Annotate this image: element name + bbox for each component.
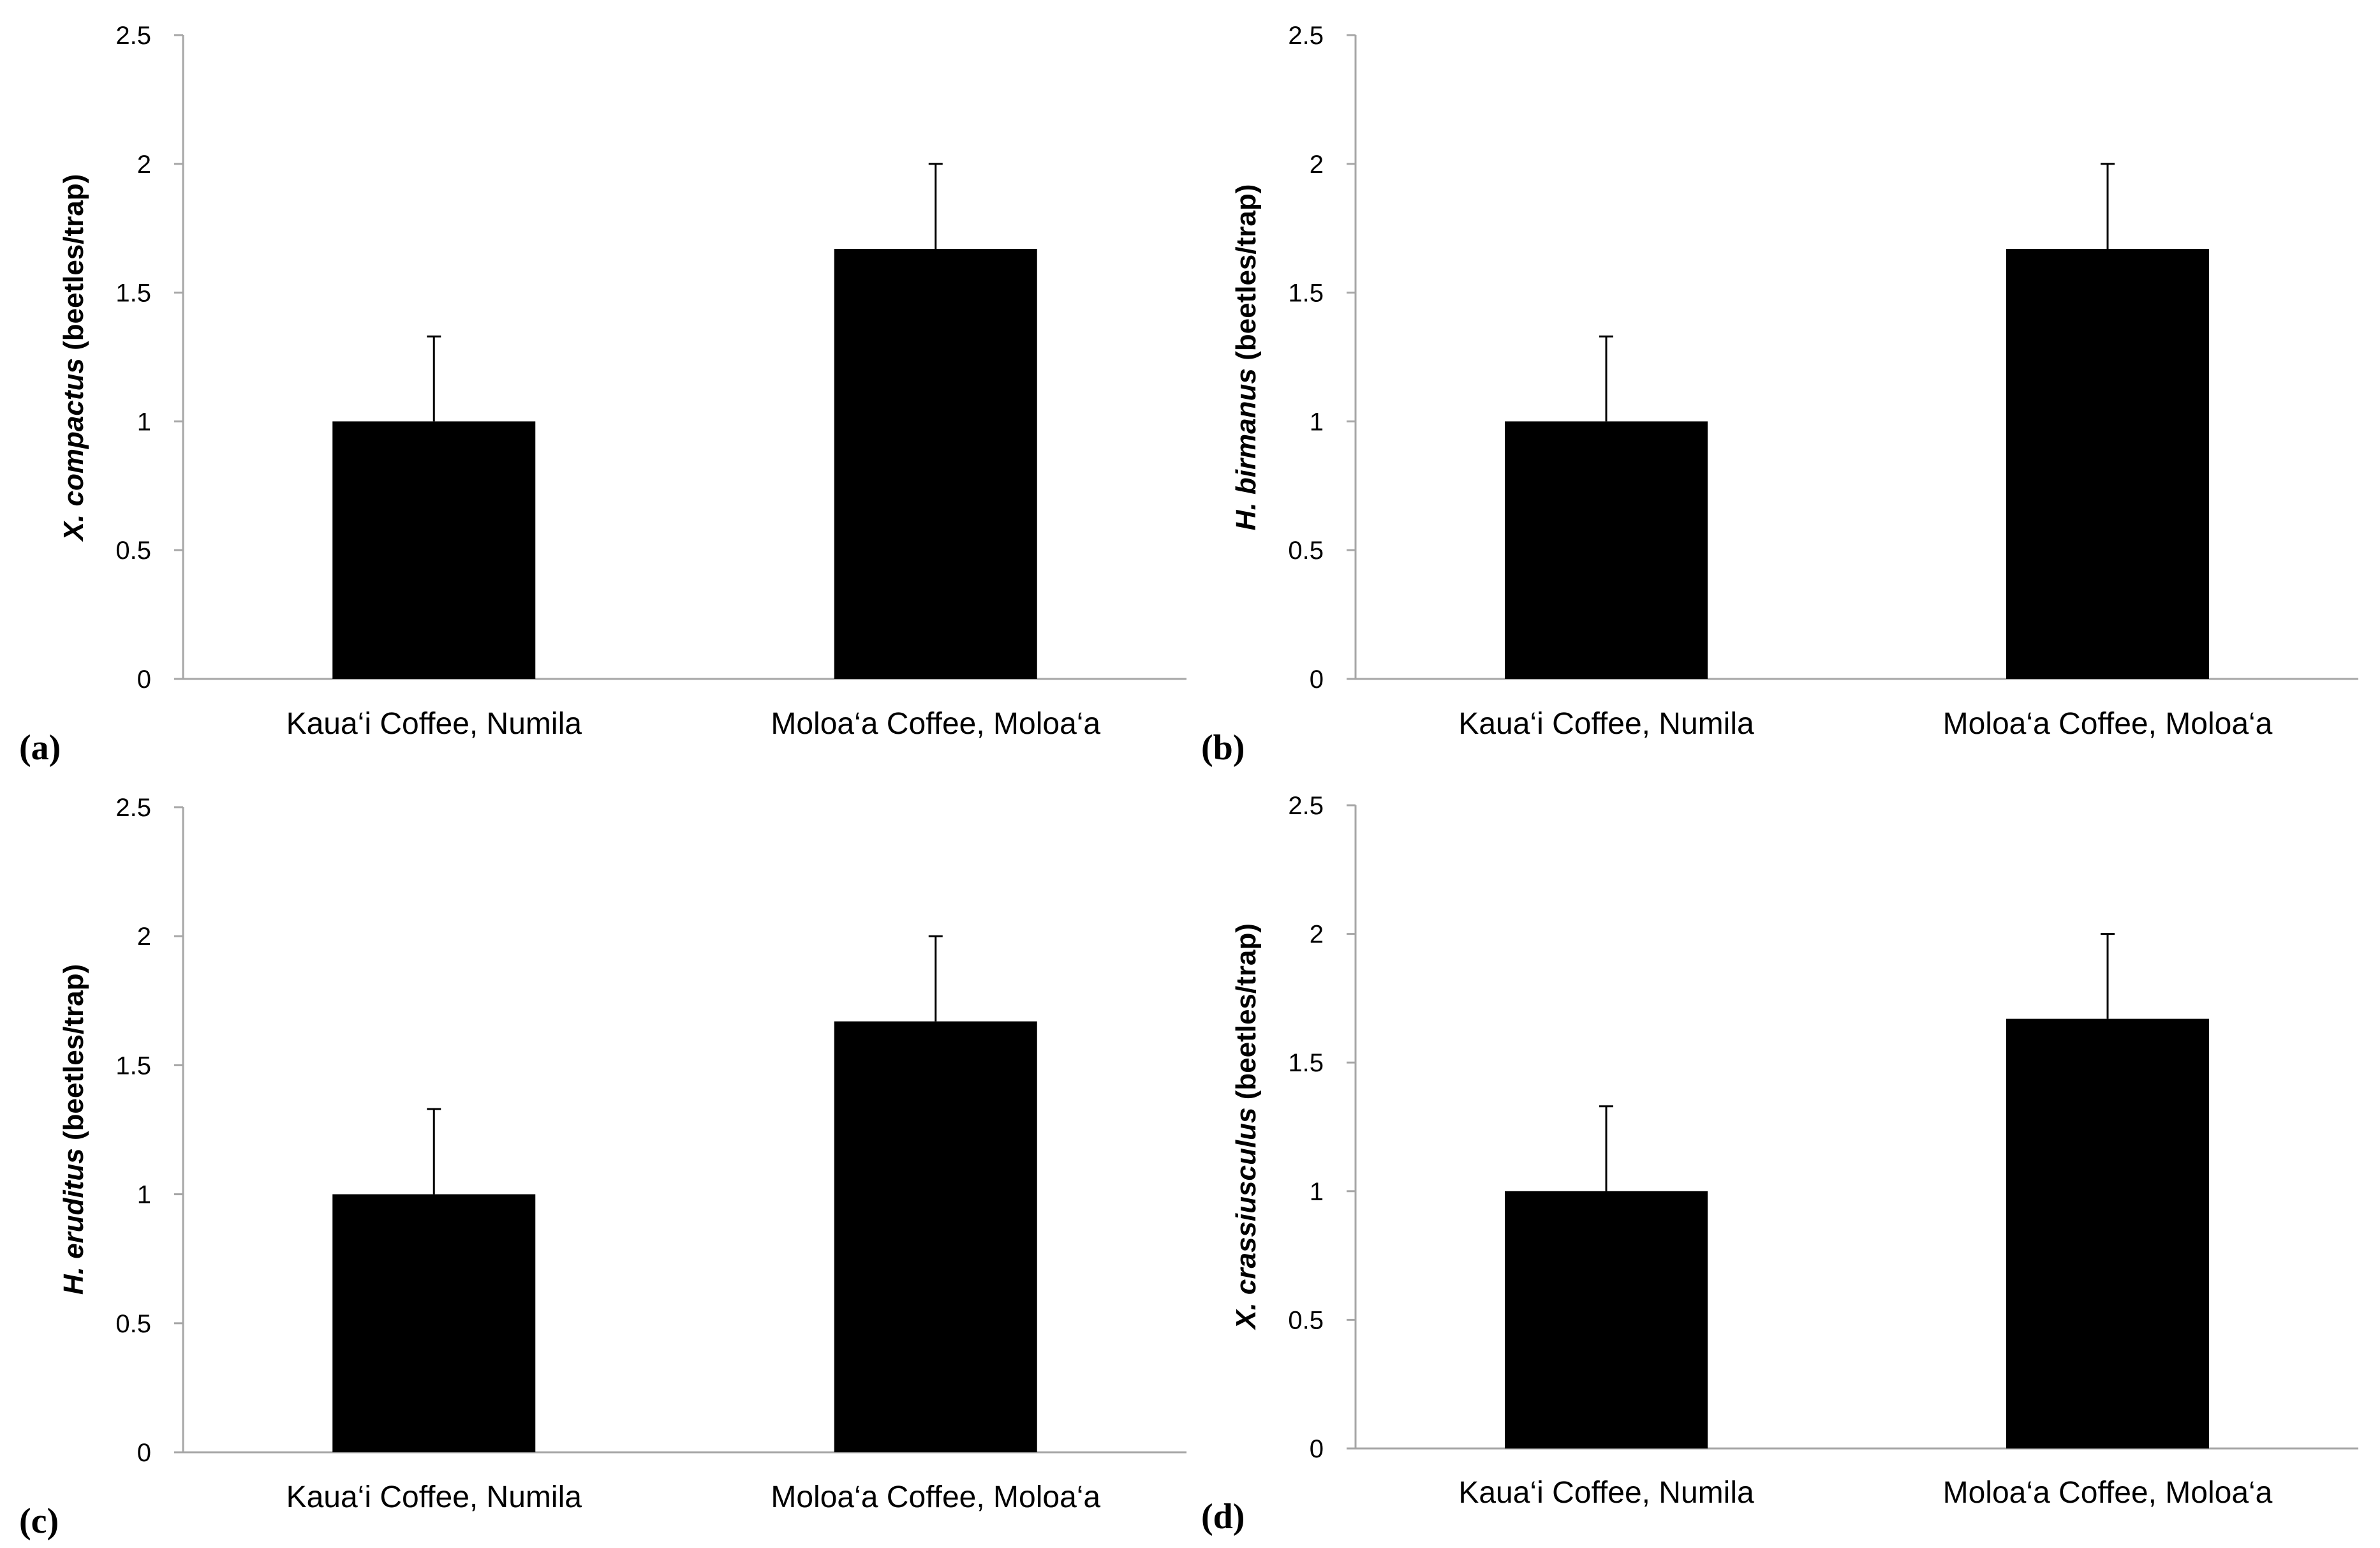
y-tick-label: 1.5: [115, 1052, 151, 1080]
y-axis-title: X. compactus (beetles/trap): [58, 174, 89, 543]
category-label: Moloa‘a Coffee, Moloa‘a: [1943, 707, 2273, 741]
y-axis-title-species: X. crassiusculus: [1231, 1108, 1262, 1331]
y-tick-label: 1: [1310, 408, 1324, 436]
category-label: Kaua‘i Coffee, Numila: [286, 1480, 582, 1514]
y-axis-title-species: H. eruditus: [58, 1148, 89, 1295]
y-axis-title-species: X. compactus: [58, 358, 89, 542]
bar: [834, 1021, 1037, 1452]
y-tick-label: 1.5: [1288, 1049, 1324, 1077]
y-axis-title-species: H. birmanus: [1231, 368, 1262, 530]
bar: [332, 421, 536, 679]
y-axis-title-unit: (beetles/trap): [1231, 923, 1262, 1108]
y-tick-label: 2.5: [1288, 22, 1324, 50]
y-tick-label: 1: [137, 1181, 151, 1209]
y-tick-label: 0.5: [115, 537, 151, 565]
category-label: Moloa‘a Coffee, Moloa‘a: [771, 707, 1100, 741]
y-axis-title-unit: (beetles/trap): [1231, 184, 1262, 369]
bar: [1505, 421, 1708, 679]
y-tick-label: 2: [1310, 151, 1324, 179]
category-label: Kaua‘i Coffee, Numila: [1458, 1476, 1754, 1510]
category-label: Kaua‘i Coffee, Numila: [286, 707, 582, 741]
bar: [332, 1194, 536, 1452]
y-tick-label: 0.5: [1288, 537, 1324, 565]
category-label: Moloa‘a Coffee, Moloa‘a: [1943, 1476, 2273, 1510]
y-tick-label: 2: [137, 151, 151, 179]
y-tick-label: 0: [1310, 666, 1324, 694]
bar: [2006, 248, 2209, 679]
y-tick-label: 2: [137, 923, 151, 951]
y-axis-title: X. crassiusculus (beetles/trap): [1231, 923, 1262, 1331]
y-tick-label: 2.5: [1288, 792, 1324, 820]
y-tick-label: 0: [137, 1439, 151, 1467]
y-axis-title-unit: (beetles/trap): [58, 174, 89, 359]
y-axis-title-unit: (beetles/trap): [58, 964, 89, 1149]
y-tick-label: 0: [1310, 1435, 1324, 1463]
panel-label: (b): [1201, 728, 1245, 768]
panel-label: (d): [1201, 1497, 1245, 1537]
panel-label: (c): [19, 1501, 59, 1541]
bar: [1505, 1191, 1708, 1448]
bar: [834, 248, 1037, 679]
category-label: Kaua‘i Coffee, Numila: [1458, 707, 1754, 741]
category-label: Moloa‘a Coffee, Moloa‘a: [771, 1480, 1100, 1514]
bar: [2006, 1018, 2209, 1448]
y-tick-label: 0: [137, 666, 151, 694]
y-tick-label: 2.5: [115, 22, 151, 50]
y-tick-label: 1.5: [115, 279, 151, 308]
panel-label: (a): [19, 728, 61, 768]
y-axis-title: H. eruditus (beetles/trap): [58, 964, 89, 1295]
y-tick-label: 2: [1310, 921, 1324, 949]
y-axis-title: H. birmanus (beetles/trap): [1231, 184, 1262, 531]
y-tick-label: 0.5: [1288, 1306, 1324, 1334]
y-tick-label: 0.5: [115, 1310, 151, 1338]
y-tick-label: 1: [1310, 1178, 1324, 1206]
y-tick-label: 1.5: [1288, 279, 1324, 308]
y-tick-label: 2.5: [115, 794, 151, 822]
y-tick-label: 1: [137, 408, 151, 436]
